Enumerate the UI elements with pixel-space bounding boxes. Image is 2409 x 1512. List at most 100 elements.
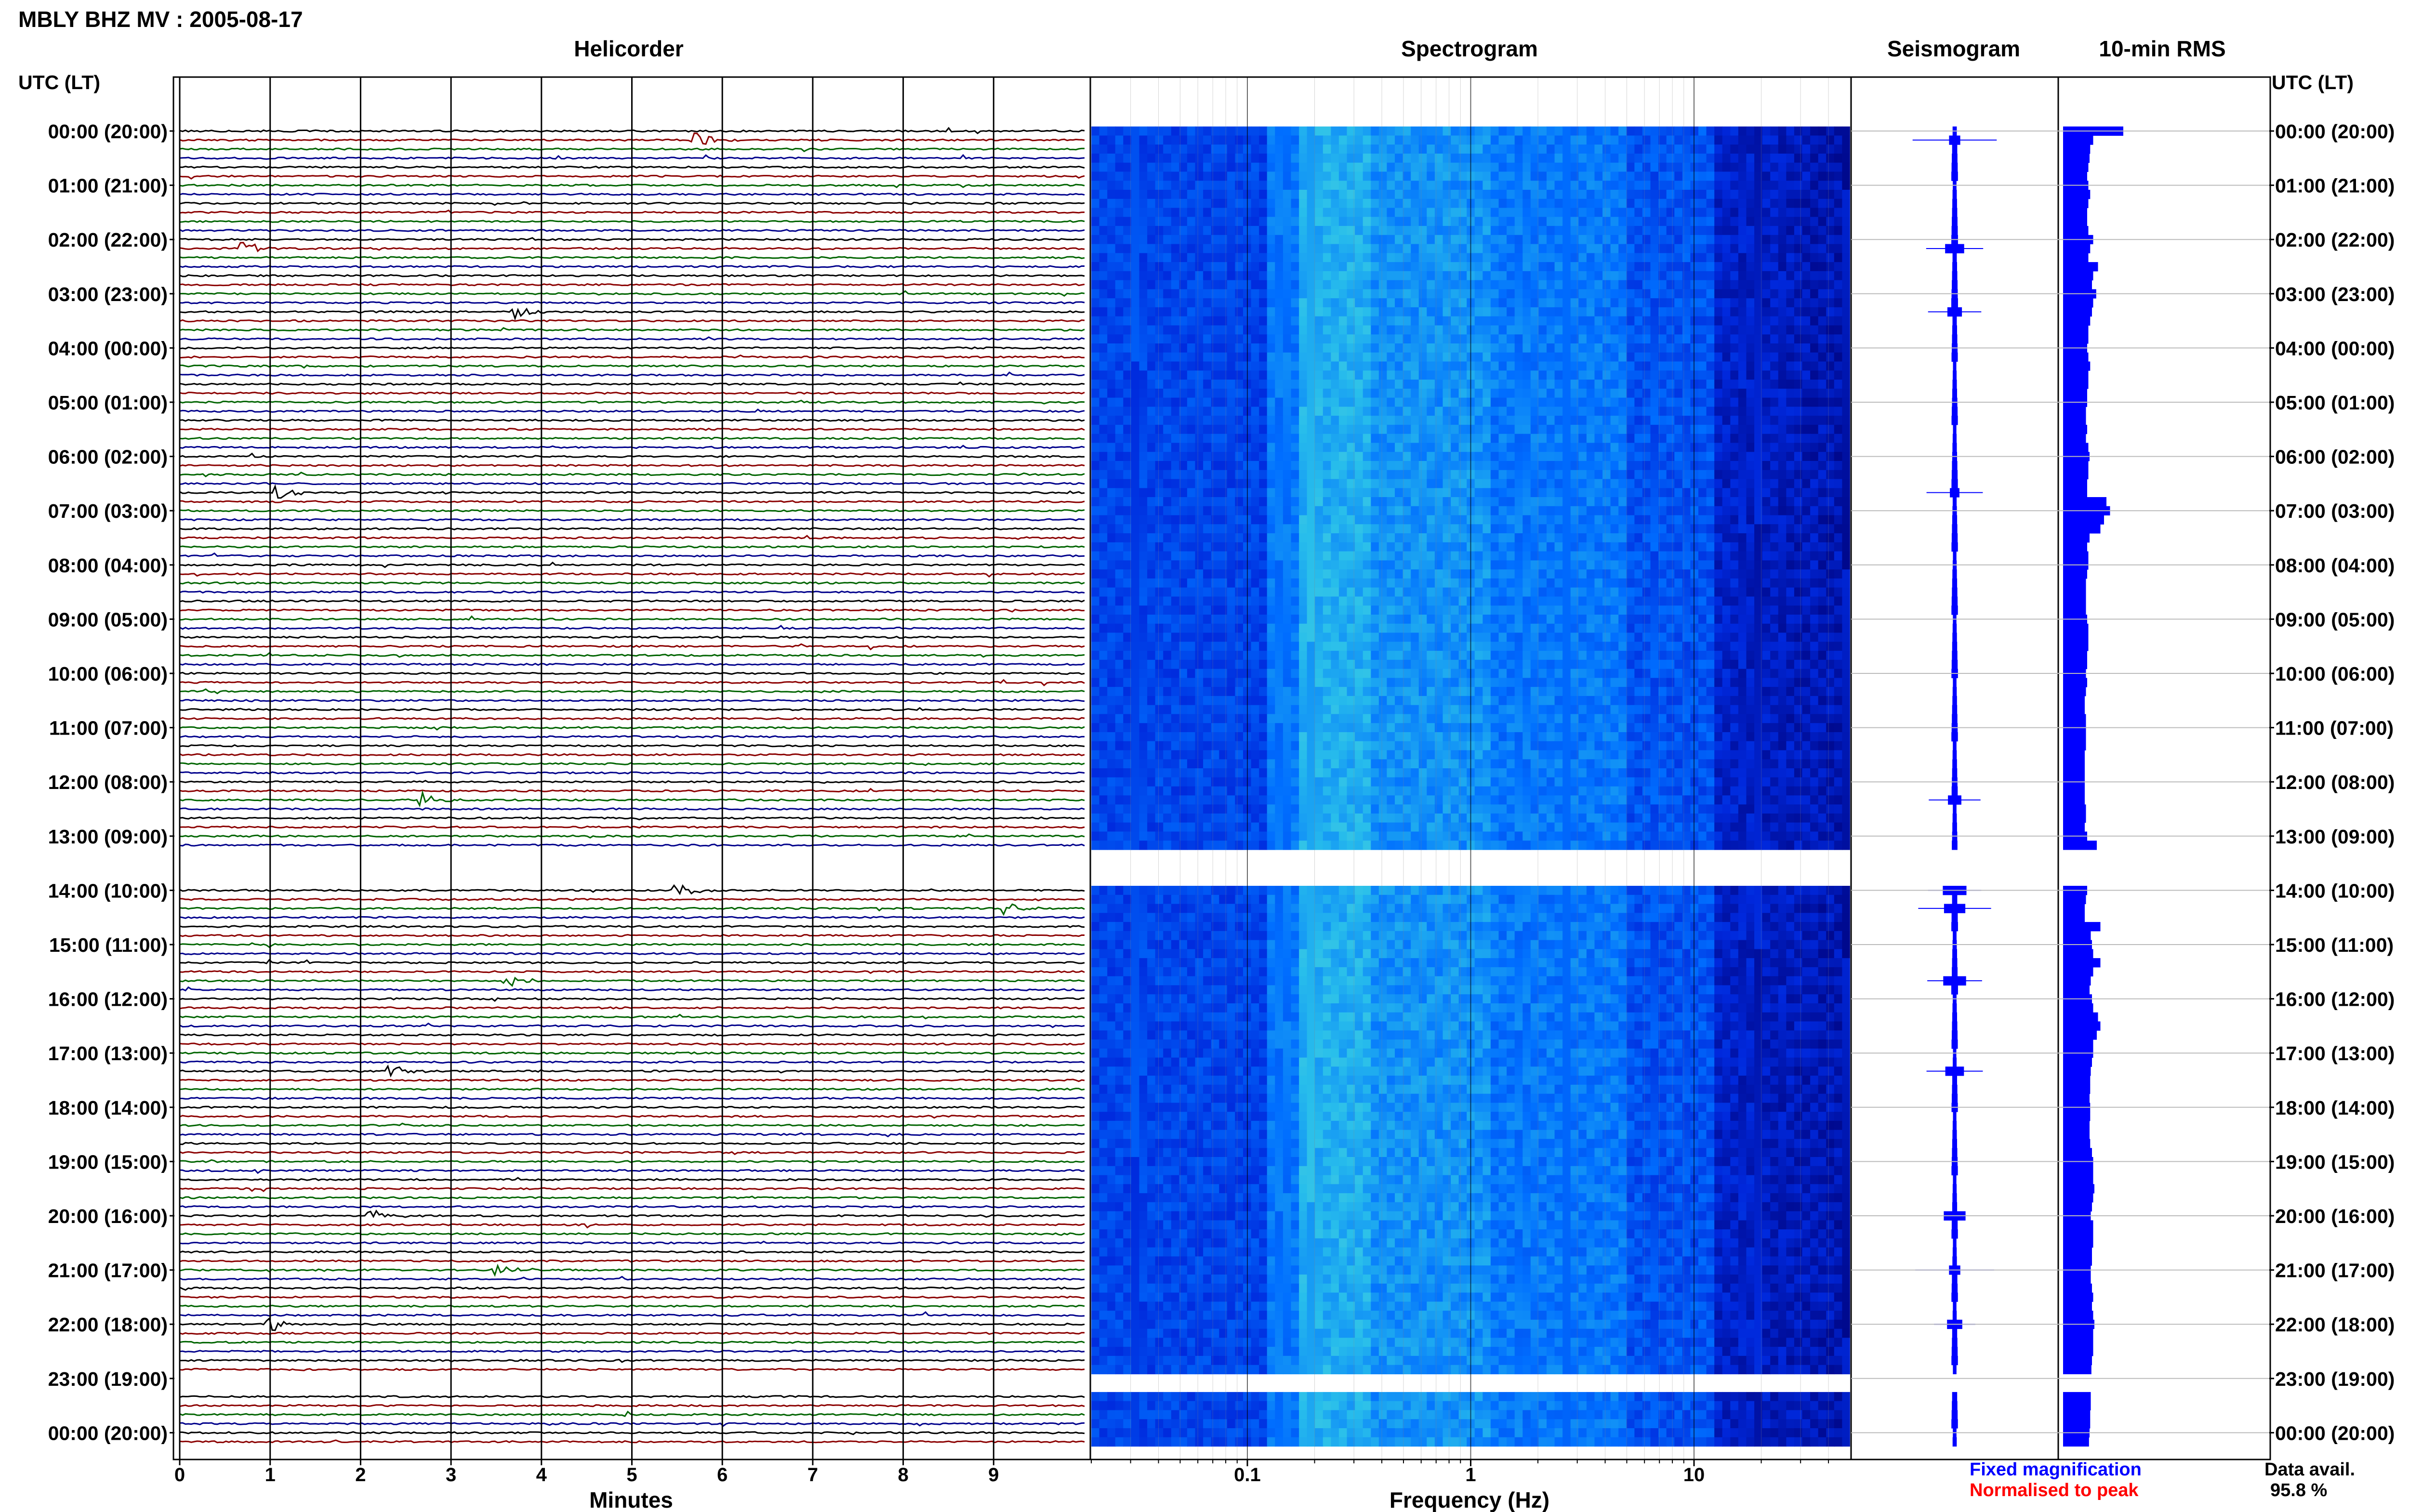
- spectrogram-cell: [1299, 145, 1308, 154]
- spectrogram-cell: [1507, 244, 1515, 253]
- spectrogram-cell: [1770, 162, 1779, 172]
- spectrogram-cell: [1355, 370, 1363, 380]
- spectrogram-cell: [1538, 461, 1547, 471]
- spectrogram-cell: [1738, 325, 1747, 335]
- spectrogram-cell: [1754, 235, 1763, 245]
- spectrogram-cell: [1498, 569, 1507, 579]
- spectrogram-cell: [1131, 271, 1140, 281]
- spectrogram-cell: [1403, 352, 1411, 362]
- spectrogram-cell: [1482, 271, 1491, 281]
- spectrogram-cell: [1802, 370, 1811, 380]
- spectrogram-cell: [1091, 560, 1100, 570]
- spectrogram-cell: [1474, 181, 1483, 190]
- spectrogram-cell: [1738, 126, 1747, 136]
- helicorder-trace: [179, 1275, 1085, 1281]
- spectrogram-cell: [1179, 551, 1188, 561]
- spectrogram-cell: [1378, 470, 1388, 480]
- spectrogram-cell: [1139, 325, 1148, 335]
- spectrogram-cell: [1139, 217, 1148, 226]
- spectrogram-cell: [1418, 560, 1428, 570]
- spectrogram-cell: [1355, 190, 1363, 199]
- spectrogram-cell: [1099, 298, 1108, 308]
- spectrogram-cell: [1482, 253, 1491, 263]
- spectrogram-cell: [1267, 461, 1276, 471]
- spectrogram-cell: [1155, 217, 1164, 226]
- spectrogram-cell: [1482, 171, 1491, 181]
- spectrogram-cell: [1738, 153, 1747, 163]
- spectrogram-cell: [1099, 388, 1108, 398]
- spectrogram-cell: [1810, 162, 1819, 172]
- spectrogram-cell: [1706, 226, 1715, 236]
- spectrogram-cell: [1418, 397, 1428, 407]
- spectrogram-cell: [1355, 470, 1363, 480]
- spectrogram-cell: [1754, 208, 1763, 217]
- spectrogram-cell: [1315, 497, 1324, 507]
- spectrogram-cell: [1810, 470, 1819, 480]
- spectrogram-cell: [1395, 479, 1403, 488]
- spectrogram-cell: [1674, 262, 1683, 272]
- spectrogram-cell: [1522, 479, 1531, 488]
- spectrogram-cell: [1443, 262, 1451, 272]
- spectrogram-cell: [1427, 569, 1435, 579]
- spectrogram-cell: [1259, 407, 1268, 416]
- spectrogram-cell: [1131, 479, 1140, 488]
- spectrogram-cell: [1810, 235, 1819, 245]
- spectrogram-cell: [1163, 370, 1172, 380]
- spectrogram-cell: [1267, 434, 1276, 444]
- spectrogram-cell: [1690, 533, 1699, 543]
- spectrogram-cell: [1203, 316, 1212, 326]
- spectrogram-cell: [1411, 470, 1419, 480]
- spectrogram-cell: [1498, 325, 1507, 335]
- spectrogram-cell: [1195, 370, 1204, 380]
- spectrogram-cell: [1458, 497, 1467, 507]
- spectrogram-cell: [1219, 434, 1228, 444]
- spectrogram-cell: [1586, 424, 1595, 434]
- spectrogram-cell: [1698, 407, 1707, 416]
- spectrogram-cell: [1802, 271, 1811, 281]
- spectrogram-cell: [1179, 126, 1188, 136]
- spectrogram-cell: [1331, 217, 1339, 226]
- spectrogram-cell: [1307, 145, 1315, 154]
- spectrogram-cell: [1522, 334, 1531, 344]
- spectrogram-cell: [1371, 560, 1379, 570]
- spectrogram-cell: [1754, 506, 1763, 516]
- spectrogram-cell: [1139, 497, 1148, 507]
- spectrogram-cell: [1618, 434, 1627, 444]
- spectrogram-cell: [1403, 153, 1411, 163]
- spectrogram-cell: [1554, 524, 1563, 534]
- spectrogram-cell: [1275, 397, 1284, 407]
- spectrogram-cell: [1730, 470, 1739, 480]
- spectrogram-cell: [1434, 515, 1443, 525]
- spectrogram-cell: [1498, 352, 1507, 362]
- spectrogram-cell: [1259, 370, 1268, 380]
- spectrogram-cell: [1562, 407, 1571, 416]
- spectrogram-cell: [1179, 488, 1188, 498]
- spectrogram-cell: [1690, 560, 1699, 570]
- spectrogram-cell: [1794, 424, 1803, 434]
- spectrogram-cell: [1706, 135, 1715, 145]
- spectrogram-cell: [1610, 289, 1619, 299]
- spectrogram-cell: [1722, 461, 1731, 471]
- spectrogram-cell: [1770, 524, 1779, 534]
- spectrogram-cell: [1650, 560, 1659, 570]
- spectrogram-cell: [1578, 190, 1587, 199]
- spectrogram-cell: [1482, 361, 1491, 371]
- spectrogram-cell: [1163, 316, 1172, 326]
- spectrogram-cell: [1562, 434, 1571, 444]
- spectrogram-cell: [1338, 316, 1348, 326]
- spectrogram-cell: [1099, 569, 1108, 579]
- spectrogram-cell: [1490, 470, 1499, 480]
- spectrogram-cell: [1155, 325, 1164, 335]
- spectrogram-cell: [1826, 497, 1835, 507]
- spectrogram-cell: [1730, 217, 1739, 226]
- spectrogram-cell: [1746, 181, 1755, 190]
- spectrogram-cell: [1323, 271, 1332, 281]
- spectrogram-cell: [1131, 153, 1140, 163]
- spectrogram-cell: [1251, 380, 1259, 389]
- spectrogram-cell: [1331, 524, 1339, 534]
- spectrogram-cell: [1514, 397, 1523, 407]
- spectrogram-cell: [1810, 452, 1819, 461]
- spectrogram-cell: [1610, 181, 1619, 190]
- spectrogram-cell: [1514, 145, 1523, 154]
- spectrogram-cell: [1834, 244, 1843, 253]
